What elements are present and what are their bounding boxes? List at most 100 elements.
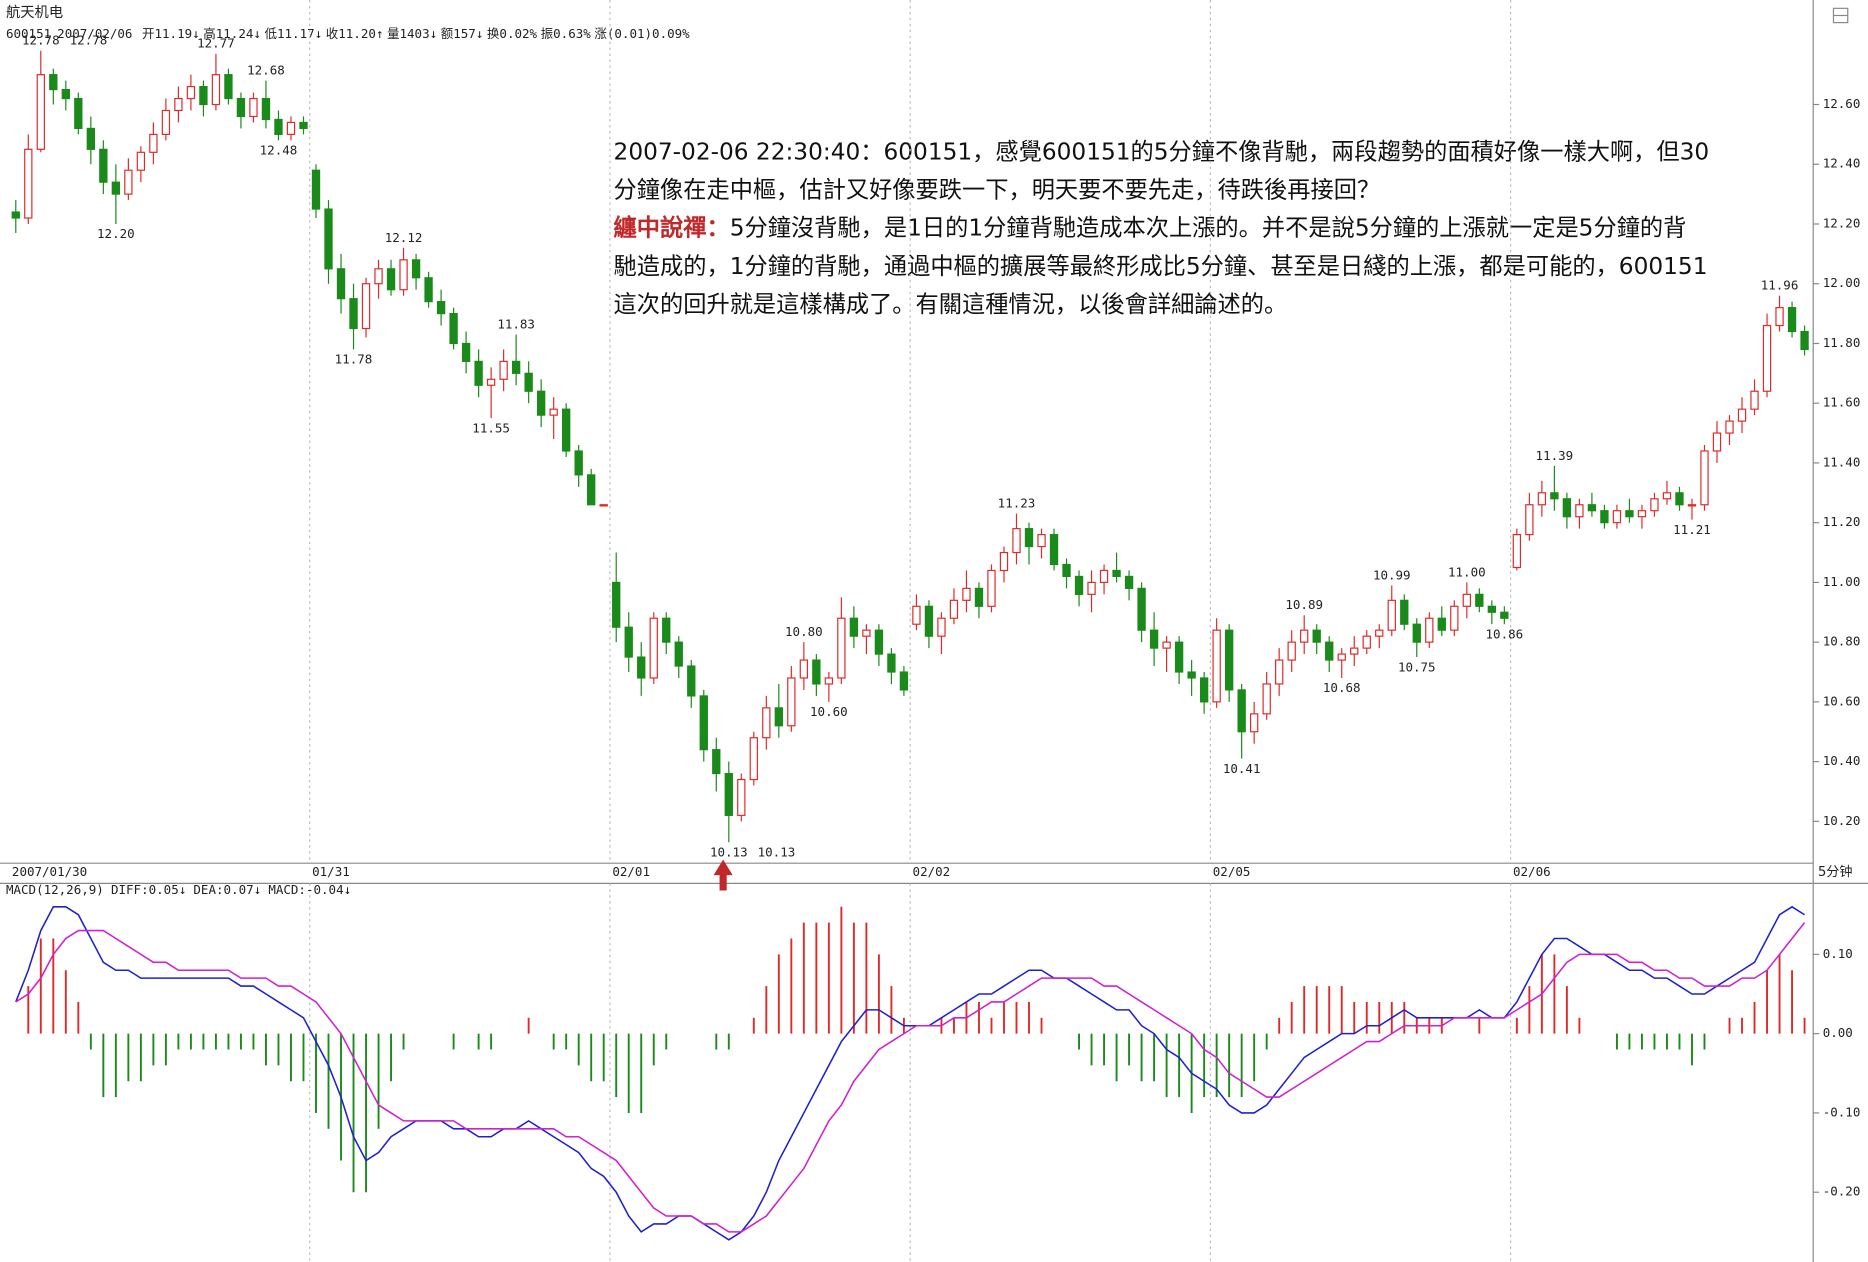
candle-body	[749, 737, 758, 781]
candle-body	[1675, 492, 1684, 506]
candle-body	[674, 641, 683, 667]
candle-body	[36, 74, 45, 150]
candle-body	[199, 86, 208, 106]
price-label: 10.68	[1323, 680, 1361, 695]
candle-body	[637, 656, 646, 679]
candle-body	[1237, 689, 1246, 733]
price-label: 10.86	[1486, 626, 1524, 641]
candle-body	[136, 151, 146, 171]
period-label: 5分钟	[1818, 863, 1853, 880]
candle-body	[24, 148, 33, 219]
candle-body	[1575, 504, 1584, 518]
quote-field: 收11.20↑	[326, 26, 384, 41]
candle-body	[336, 268, 346, 300]
candle-body	[662, 617, 671, 643]
candle-body	[1212, 629, 1221, 703]
candle-body	[1337, 653, 1346, 661]
candle-body	[311, 169, 321, 210]
candle-body	[511, 360, 521, 374]
x-tick-label: 02/01	[612, 864, 650, 879]
candle-body	[274, 118, 283, 135]
candle-body	[449, 312, 458, 345]
y-tick-label: 12.40	[1823, 156, 1861, 171]
candle-body	[924, 605, 934, 637]
y-tick-label: 10.20	[1823, 813, 1861, 828]
price-label: 10.75	[1398, 659, 1436, 674]
quote-field: 开11.19↓	[142, 26, 200, 41]
candle-body	[1174, 641, 1184, 673]
legend-entry: DIFF:0.05↓	[111, 882, 186, 897]
quote-field: 量1403↓	[387, 26, 437, 41]
y-tick-label: 11.40	[1823, 454, 1861, 469]
note: 2007-02-06 22:30:40：600151，感覺600151的5分鐘不…	[614, 133, 1710, 323]
candle-body	[1562, 498, 1572, 518]
price-label: 11.55	[472, 420, 510, 435]
candle-body	[1387, 599, 1396, 631]
candle-body	[1149, 629, 1159, 649]
note-answer-label: 纏中說禪：	[613, 214, 730, 242]
x-tick-label: 02/06	[1513, 864, 1551, 879]
candle-body	[824, 677, 834, 685]
candle-body	[224, 74, 233, 100]
candle-body	[1725, 420, 1734, 434]
candle-body	[899, 671, 909, 691]
candle-body	[1062, 563, 1071, 578]
candle-body	[1287, 641, 1296, 661]
stock-name: 航天机电	[6, 4, 63, 21]
candle-body	[1512, 534, 1522, 569]
candle-body	[1600, 510, 1609, 524]
candle-body	[236, 97, 246, 118]
candle-body	[787, 677, 796, 727]
candle-body	[962, 587, 971, 601]
candle-body	[1124, 575, 1134, 589]
candle-body	[361, 283, 371, 330]
price-label: 10.80	[785, 624, 823, 639]
candle-body	[724, 772, 733, 816]
candle-body	[49, 74, 58, 91]
candle-body	[161, 109, 171, 135]
price-label: 10.99	[1373, 567, 1411, 582]
candle-body	[1762, 324, 1772, 392]
candle-body	[1425, 617, 1434, 643]
y-tick-label: 11.20	[1823, 514, 1861, 529]
macd-line	[15, 922, 1806, 1233]
candle-body	[111, 181, 121, 195]
legend-entry: DEA:0.07↓	[193, 882, 261, 897]
y-tick-label: 0.10	[1823, 946, 1853, 961]
candle-body	[1400, 599, 1409, 625]
candle-body	[799, 659, 809, 679]
candle-body	[499, 360, 508, 380]
candle-body	[837, 617, 846, 679]
candle-body	[562, 408, 571, 452]
y-tick-label: 11.00	[1823, 574, 1861, 589]
price-label: 12.12	[385, 230, 423, 245]
candle-body	[874, 629, 884, 655]
quote-field: 高11.24↓	[203, 26, 261, 41]
candle-body	[1587, 504, 1597, 512]
price-label: 10.13	[758, 844, 796, 859]
x-tick-label: 02/02	[913, 864, 951, 879]
candle-body	[186, 86, 196, 100]
candle-body	[1412, 623, 1421, 643]
y-tick-label: 12.60	[1823, 96, 1861, 111]
candle-body	[1099, 569, 1109, 583]
price-label: 12.68	[247, 63, 285, 78]
y-tick-label: 10.40	[1823, 753, 1861, 768]
candle-body	[399, 259, 408, 291]
candle-body	[1525, 504, 1534, 536]
candle-body	[261, 97, 271, 121]
price-label: 12.78	[70, 33, 108, 48]
quote-field: 低11.17↓	[265, 26, 323, 41]
candle-body	[1662, 492, 1672, 500]
candle-body	[1787, 307, 1797, 333]
candle-body	[474, 360, 483, 386]
candle-body	[299, 121, 308, 130]
candle-body	[862, 629, 871, 637]
candle-body	[599, 504, 608, 507]
candle-body	[937, 617, 946, 637]
price-label: 12.48	[260, 143, 298, 158]
price-label: 10.13	[710, 844, 748, 859]
